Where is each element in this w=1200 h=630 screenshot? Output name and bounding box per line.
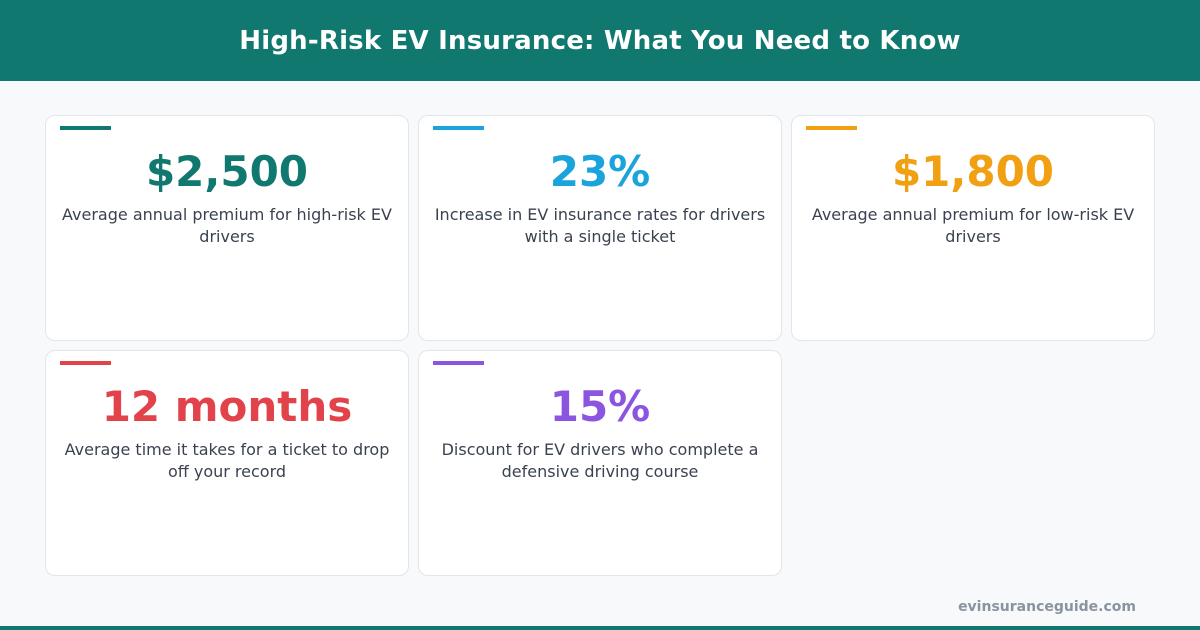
page-title: High-Risk EV Insurance: What You Need to…	[239, 25, 961, 56]
footer-bar	[0, 626, 1200, 630]
card-accent-bar	[806, 126, 857, 130]
stat-description: Average time it takes for a ticket to dr…	[64, 440, 390, 481]
footer-website-url: evinsuranceguide.com	[958, 599, 1136, 615]
card-accent-bar	[60, 361, 111, 365]
stat-description: Average annual premium for high-risk EV …	[62, 205, 392, 246]
stat-card-defensive-driving-discount: 15% Discount for EV drivers who complete…	[418, 350, 782, 576]
header-banner: High-Risk EV Insurance: What You Need to…	[0, 0, 1200, 81]
stat-description: Increase in EV insurance rates for drive…	[434, 205, 766, 246]
stat-value: 15%	[549, 382, 651, 431]
stat-card-high-risk-premium: $2,500 Average annual premium for high-r…	[45, 115, 409, 341]
stat-card-rate-increase: 23% Increase in EV insurance rates for d…	[418, 115, 782, 341]
stat-value: $1,800	[891, 147, 1055, 196]
stat-description: Average annual premium for low-risk EV d…	[811, 205, 1135, 246]
card-accent-bar	[433, 361, 484, 365]
stat-card-low-risk-premium: $1,800 Average annual premium for low-ri…	[791, 115, 1155, 341]
stat-value: 23%	[549, 147, 651, 196]
stat-description: Discount for EV drivers who complete a d…	[441, 440, 759, 481]
stat-value: $2,500	[145, 147, 309, 196]
stat-value: 12 months	[101, 382, 353, 431]
card-accent-bar	[433, 126, 484, 130]
stat-card-ticket-duration: 12 months Average time it takes for a ti…	[45, 350, 409, 576]
card-accent-bar	[60, 126, 111, 130]
